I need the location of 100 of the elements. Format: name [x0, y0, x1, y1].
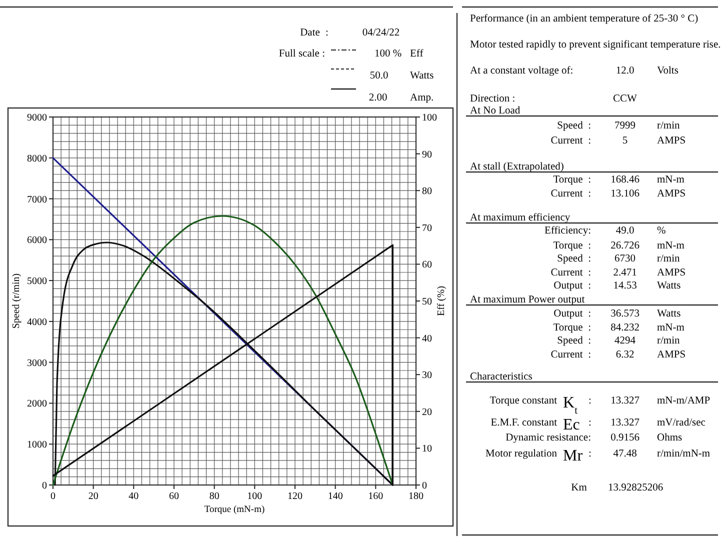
text: r/min: [657, 254, 680, 265]
text: 13.327: [610, 396, 640, 407]
text: Current :: [550, 268, 592, 279]
text: 84.232: [610, 322, 640, 334]
text: At maximum efficiency: [470, 212, 571, 224]
y2-tick-label: 50: [422, 296, 432, 308]
text: Torque constant: [490, 396, 558, 407]
text: Current :: [550, 188, 592, 200]
text: 5: [622, 136, 628, 147]
text: Performance (in an ambient temperature of 25-30 ° C): [470, 14, 699, 25]
text: Watts: [657, 308, 681, 320]
y2-tick-label: 10: [422, 444, 432, 455]
text: 4294: [614, 336, 636, 347]
text: 7999: [614, 120, 636, 132]
x-tick-label: 120: [288, 491, 302, 502]
text: Direction :: [470, 94, 516, 105]
text: AMPS: [657, 268, 686, 279]
text: 168.46: [610, 174, 640, 186]
text: r/min: [657, 120, 680, 132]
y-axis-title: Speed (r/min): [11, 273, 22, 329]
text: r/min/mN-m: [657, 448, 710, 460]
text: Speed :: [557, 120, 592, 132]
text: Full scale :: [278, 48, 326, 60]
text: K$_{t}$: [563, 394, 578, 416]
y-tick-label: 4000: [27, 316, 47, 328]
text: E.M.F. constant: [490, 418, 558, 429]
y-tick-label: 8000: [27, 153, 47, 164]
text: Motor regulation: [486, 448, 558, 460]
text: :: [588, 448, 592, 460]
text: 04/24/22: [362, 28, 400, 39]
text: Current :: [550, 136, 592, 147]
text: Amp.: [410, 92, 434, 104]
text: Km: [571, 482, 587, 494]
text: mN-m: [657, 322, 684, 334]
y-tick-label: 0: [42, 480, 47, 492]
text: 13.327: [610, 418, 640, 429]
text: Eff: [410, 48, 424, 60]
y2-tick-label: 20: [422, 406, 432, 418]
x-tick-label: 20: [88, 491, 98, 502]
y2-tick-label: 100: [422, 112, 437, 124]
text: mV/rad/sec: [657, 418, 706, 429]
text: AMPS: [657, 136, 686, 147]
text: Motor tested rapidly to prevent significant temperature rise.: [470, 40, 721, 51]
x-tick-label: 0: [50, 491, 56, 502]
text: At a constant voltage of:: [470, 66, 574, 77]
text: 36.573: [610, 308, 640, 320]
y-tick-label: 2000: [27, 398, 47, 410]
text: :: [588, 418, 592, 429]
text: 0.9156: [610, 432, 640, 444]
text: 12.0: [616, 66, 634, 77]
x-tick-label: 100: [247, 491, 262, 502]
text: mN-m: [657, 240, 684, 252]
text: mN-m: [657, 174, 684, 186]
text: AMPS: [657, 350, 686, 361]
text: 100 %: [374, 48, 402, 60]
x-tick-label: 60: [169, 491, 179, 502]
text: Mr: [563, 448, 584, 465]
x-tick-label: 40: [128, 491, 139, 502]
text: Watts: [657, 280, 681, 292]
x-tick-label: 160: [368, 491, 384, 502]
text: Ec: [563, 416, 580, 434]
y2-tick-label: 0: [422, 480, 427, 492]
text: :: [588, 396, 592, 407]
text: Torque :: [553, 240, 592, 252]
text: :: [326, 28, 329, 39]
y-tick-label: 1000: [27, 440, 47, 451]
y-tick-label: 9000: [27, 112, 47, 124]
text: 13.106: [610, 188, 640, 200]
y2-tick-label: 40: [422, 333, 432, 344]
text: 14.53: [613, 280, 637, 292]
text: Efficiency:: [544, 226, 592, 237]
text: At stall (Extrapolated): [470, 162, 564, 173]
text: AMPS: [657, 188, 686, 200]
text: 49.0: [616, 226, 634, 237]
text: 2.00: [368, 92, 388, 104]
y-tick-label: 7000: [27, 194, 47, 206]
text: mN-m/AMP: [657, 396, 710, 407]
y2-tick-label: 60: [422, 260, 432, 271]
text: At maximum Power output: [470, 294, 585, 306]
text: 2.471: [613, 268, 637, 279]
text: Date: [300, 28, 320, 39]
text: %: [657, 226, 666, 237]
y-tick-label: 3000: [27, 358, 47, 369]
y2-tick-label: 90: [422, 149, 432, 160]
text: Watts: [410, 70, 434, 82]
y-tick-label: 5000: [27, 276, 47, 288]
y2-axis-title: Eff (%): [436, 286, 447, 316]
text: Torque :: [553, 174, 592, 186]
text: Characteristics: [470, 372, 532, 383]
text: 6730: [614, 254, 636, 265]
text: CCW: [613, 94, 638, 105]
y2-tick-label: 70: [422, 222, 432, 234]
text: Ohms: [657, 432, 682, 444]
text: r/min: [657, 336, 680, 347]
text: Current :: [550, 350, 592, 361]
y2-tick-label: 30: [422, 370, 432, 382]
y-tick-label: 6000: [27, 235, 47, 246]
x-tick-label: 80: [209, 491, 220, 502]
text: 47.48: [613, 448, 637, 460]
text: Volts: [657, 66, 678, 77]
